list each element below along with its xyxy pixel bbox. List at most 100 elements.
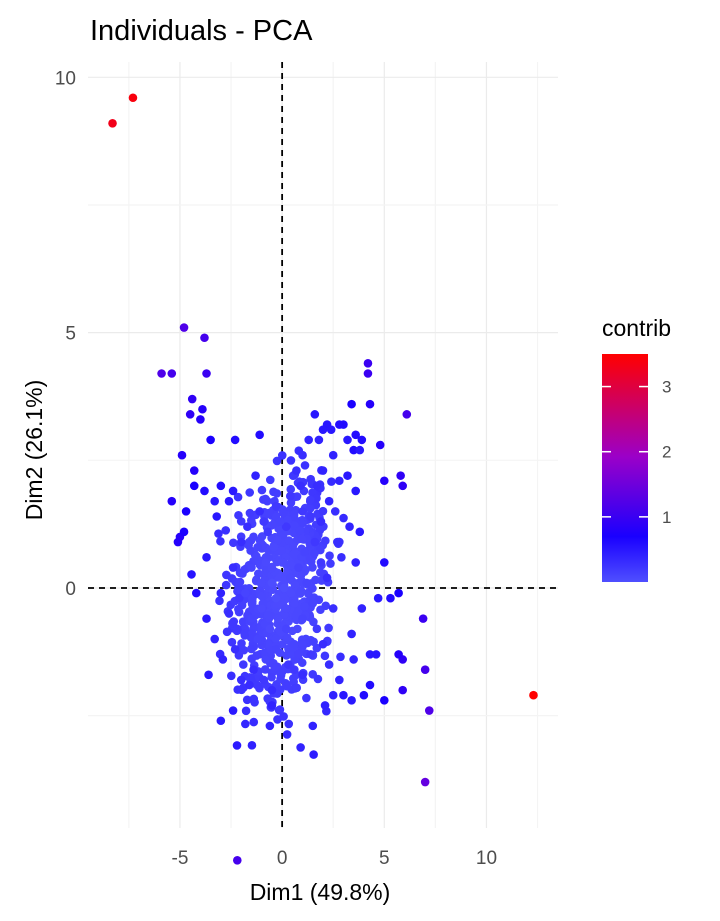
data-point <box>347 399 356 409</box>
cluster-point <box>257 485 267 495</box>
y-tick-label: 5 <box>65 324 76 345</box>
data-point <box>355 527 365 537</box>
data-point <box>316 517 326 526</box>
cluster-point <box>308 670 318 679</box>
cluster-point <box>284 719 294 729</box>
data-point <box>326 425 336 434</box>
data-point <box>298 614 307 623</box>
cluster-point <box>221 580 231 590</box>
data-point <box>267 578 277 588</box>
data-point <box>351 558 360 567</box>
data-point <box>267 685 277 695</box>
cluster-point <box>270 662 280 672</box>
cluster-point <box>297 519 307 529</box>
data-point <box>261 655 271 664</box>
cluster-point <box>271 634 281 643</box>
cluster-point <box>320 651 330 661</box>
cluster-point <box>310 549 319 558</box>
cluster-point <box>273 535 283 545</box>
legend-tick-label: 3 <box>662 378 671 397</box>
cluster-point <box>216 536 225 546</box>
cluster-point <box>245 508 255 518</box>
cluster-point <box>241 706 251 716</box>
cluster-point <box>249 717 259 727</box>
data-point <box>108 118 117 128</box>
data-point <box>212 512 222 521</box>
data-point <box>200 486 209 496</box>
data-point <box>187 394 197 404</box>
data-point <box>394 650 403 659</box>
data-point <box>357 435 367 445</box>
cluster-point <box>297 658 307 668</box>
data-point <box>255 430 264 440</box>
data-point <box>347 629 356 639</box>
data-point <box>281 522 291 532</box>
data-point <box>286 491 295 501</box>
cluster-point <box>234 604 243 614</box>
data-point <box>279 583 289 593</box>
cluster-point <box>286 484 296 494</box>
cluster-point <box>291 612 301 621</box>
cluster-point <box>286 588 296 598</box>
cluster-point <box>308 584 317 593</box>
cluster-point <box>247 599 257 609</box>
data-point <box>216 716 226 726</box>
data-point <box>343 435 352 445</box>
data-point <box>359 690 369 700</box>
data-point <box>349 445 358 455</box>
data-point <box>228 563 238 572</box>
cluster-point <box>260 665 270 674</box>
chart-title: Individuals - PCA <box>90 15 313 47</box>
cluster-point <box>324 623 333 633</box>
data-point <box>247 614 256 623</box>
data-point <box>167 496 177 506</box>
data-point <box>330 507 340 516</box>
cluster-point <box>240 565 249 574</box>
data-point <box>380 476 389 486</box>
cluster-point <box>232 741 242 750</box>
cluster-point <box>305 504 315 513</box>
data-point <box>253 542 262 552</box>
data-point <box>202 553 211 562</box>
y-tick-label: 10 <box>55 68 76 89</box>
data-point <box>394 588 403 598</box>
data-point <box>267 701 277 710</box>
cluster-point <box>237 685 246 695</box>
cluster-point <box>222 570 231 580</box>
cluster-point <box>247 644 256 654</box>
cluster-point <box>282 730 292 739</box>
legend-title: contrib <box>602 315 671 341</box>
cluster-point <box>300 602 309 611</box>
data-point <box>167 369 177 378</box>
cluster-point <box>311 575 320 585</box>
data-point <box>337 553 346 562</box>
data-point <box>263 527 273 537</box>
data-point <box>308 721 318 731</box>
cluster-point <box>222 627 232 637</box>
data-point <box>312 481 322 491</box>
data-point <box>275 517 285 526</box>
data-point <box>216 588 226 598</box>
data-point <box>224 496 234 506</box>
data-point <box>290 599 299 608</box>
x-axis-ticks: -5 0 5 10 <box>172 848 498 869</box>
cluster-point <box>286 456 296 465</box>
data-point <box>420 777 430 787</box>
cluster-point <box>277 451 287 460</box>
data-point <box>185 410 195 419</box>
data-point <box>290 665 299 674</box>
data-point <box>380 558 389 567</box>
cluster-point <box>252 651 261 660</box>
data-point <box>328 450 338 460</box>
data-point <box>298 450 307 460</box>
data-point <box>251 471 260 480</box>
data-point <box>298 507 307 516</box>
cluster-point <box>292 683 302 693</box>
cluster-point <box>263 694 272 703</box>
data-point <box>210 634 219 644</box>
cluster-point <box>221 526 231 535</box>
data-point <box>398 481 407 491</box>
data-point <box>398 685 407 695</box>
data-point <box>294 563 303 572</box>
